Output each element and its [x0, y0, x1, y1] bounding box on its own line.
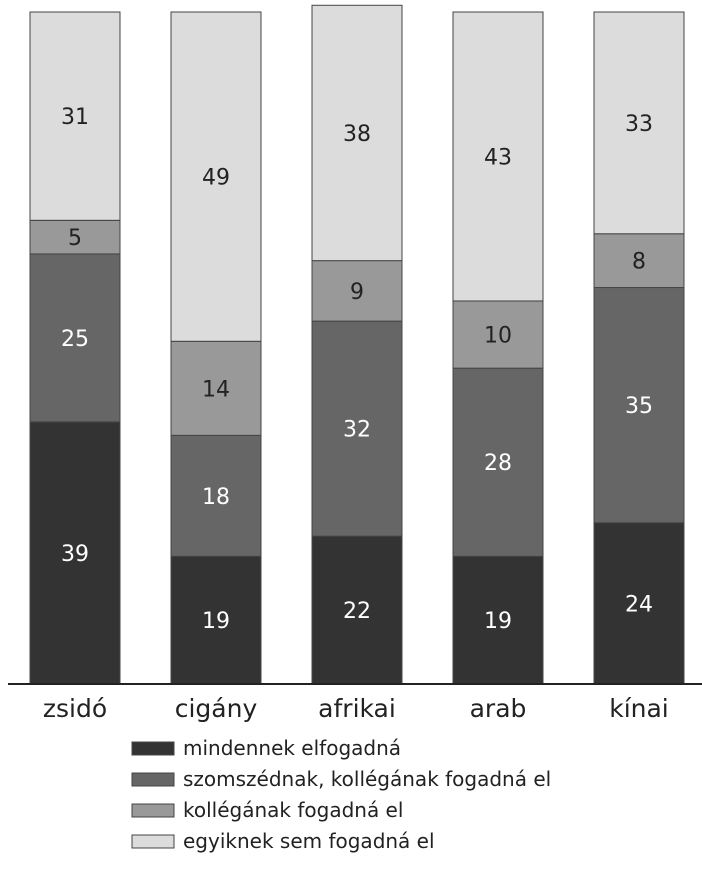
- bar-segment: [29, 253, 121, 423]
- category-labels: zsidó cigány afrikai arab kínai: [43, 694, 669, 723]
- category-label: arab: [470, 694, 527, 723]
- data-label: 9: [350, 280, 364, 305]
- bar-segment: [593, 233, 685, 289]
- bar-segment: [593, 522, 685, 685]
- bar-segment: [170, 434, 262, 557]
- bar-segment: [170, 555, 262, 685]
- data-label: 19: [484, 609, 512, 634]
- data-label: 32: [343, 418, 371, 443]
- data-label: 14: [202, 377, 230, 402]
- data-label: 39: [61, 542, 89, 567]
- legend-swatch: [131, 834, 175, 849]
- data-label: 22: [343, 599, 371, 624]
- data-label: 19: [202, 609, 230, 634]
- data-label: 49: [202, 166, 230, 191]
- category-label: zsidó: [43, 694, 107, 723]
- legend-label: szomszédnak, kollégának fogadná el: [183, 767, 551, 791]
- legend-label: kollégának fogadná el: [183, 798, 403, 822]
- bar-segment: [452, 555, 544, 685]
- bars-group: 39 25 5 31 19 18 14 49 22 32 9 38 19 28 10 43 24 35 8 33: [29, 4, 685, 685]
- bar-segment: [452, 11, 544, 302]
- bar-segment: [593, 11, 685, 235]
- data-label: 5: [68, 226, 82, 251]
- bar-segment: [29, 11, 121, 221]
- legend-label: mindennek elfogadná: [183, 736, 401, 760]
- data-label: 8: [632, 250, 646, 275]
- data-label: 38: [343, 122, 371, 147]
- bar-segment: [170, 11, 262, 342]
- data-label: 43: [484, 145, 512, 170]
- legend-swatch: [131, 772, 175, 787]
- data-label: 28: [484, 451, 512, 476]
- legend-label: egyiknek sem fogadná el: [183, 829, 435, 853]
- category-label: cigány: [175, 694, 258, 723]
- bar-segment: [311, 320, 403, 537]
- bar-segment: [170, 340, 262, 436]
- legend-swatch: [131, 803, 175, 818]
- bar-segment: [452, 300, 544, 369]
- category-label: afrikai: [318, 694, 396, 723]
- bar-segment: [311, 260, 403, 322]
- data-label: 25: [61, 327, 89, 352]
- legend: mindennek elfogadná szomszédnak, kollégán…: [131, 736, 551, 853]
- data-label: 35: [625, 394, 653, 419]
- data-label: 10: [484, 324, 512, 349]
- bar-segment: [311, 4, 403, 262]
- data-label: 18: [202, 485, 230, 510]
- bar-segment: [29, 421, 121, 685]
- category-label: kínai: [609, 694, 669, 723]
- data-label: 31: [61, 105, 89, 130]
- legend-swatch: [131, 741, 175, 756]
- bar-segment: [593, 287, 685, 524]
- data-label: 24: [625, 592, 653, 617]
- data-label: 33: [625, 112, 653, 137]
